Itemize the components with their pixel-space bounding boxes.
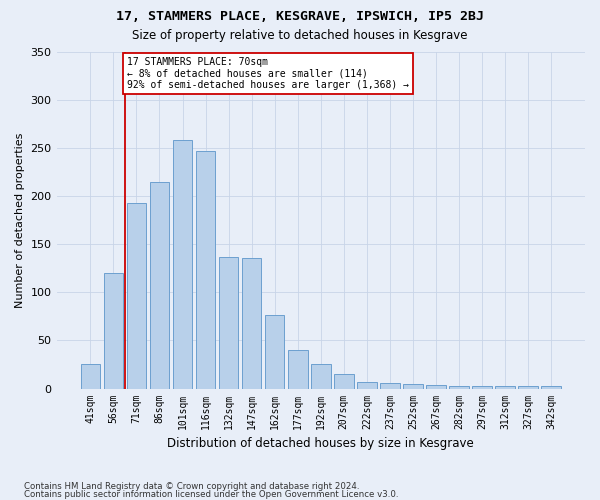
Text: Size of property relative to detached houses in Kesgrave: Size of property relative to detached ho… [132, 29, 468, 42]
Bar [242, 258, 262, 388]
Bar [496, 386, 515, 388]
Text: Contains HM Land Registry data © Crown copyright and database right 2024.: Contains HM Land Registry data © Crown c… [24, 482, 359, 491]
Bar [357, 382, 377, 388]
Bar [173, 140, 193, 388]
Bar [426, 384, 446, 388]
Y-axis label: Number of detached properties: Number of detached properties [15, 132, 25, 308]
Bar [541, 386, 561, 388]
Bar [196, 150, 215, 388]
Bar [288, 350, 308, 389]
Bar [334, 374, 353, 388]
Bar [449, 386, 469, 388]
Bar [518, 386, 538, 388]
Bar [403, 384, 423, 388]
X-axis label: Distribution of detached houses by size in Kesgrave: Distribution of detached houses by size … [167, 437, 474, 450]
Bar [149, 182, 169, 388]
Text: 17, STAMMERS PLACE, KESGRAVE, IPSWICH, IP5 2BJ: 17, STAMMERS PLACE, KESGRAVE, IPSWICH, I… [116, 10, 484, 23]
Bar [127, 202, 146, 388]
Bar [472, 386, 492, 388]
Bar [219, 256, 238, 388]
Bar [265, 316, 284, 388]
Text: 17 STAMMERS PLACE: 70sqm
← 8% of detached houses are smaller (114)
92% of semi-d: 17 STAMMERS PLACE: 70sqm ← 8% of detache… [127, 58, 409, 90]
Bar [80, 364, 100, 388]
Bar [104, 273, 123, 388]
Text: Contains public sector information licensed under the Open Government Licence v3: Contains public sector information licen… [24, 490, 398, 499]
Bar [380, 383, 400, 388]
Bar [311, 364, 331, 388]
